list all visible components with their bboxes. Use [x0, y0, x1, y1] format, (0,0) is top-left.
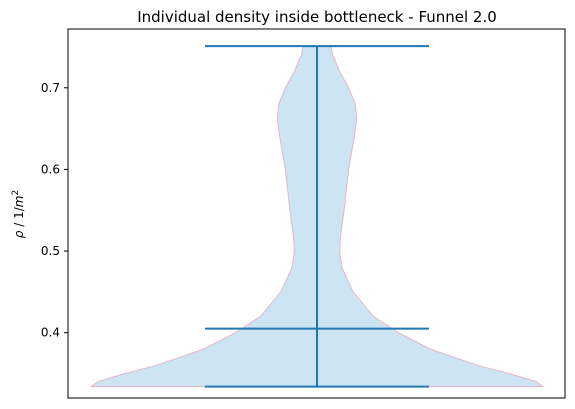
plot-area: [89, 45, 545, 388]
y-axis-label-sup: 2: [11, 190, 21, 196]
y-axis-ticks: 0.4 0.5 0.6 0.7: [41, 81, 68, 340]
axes-frame: [67, 28, 566, 399]
y-axis-label: ρ / 1/m2: [11, 190, 26, 238]
y-axis-label-main: / 1/: [12, 206, 26, 230]
y-axis-label-rho: ρ: [12, 230, 26, 238]
y-tick-label: 0.4: [41, 326, 60, 340]
y-tick-label: 0.6: [41, 162, 60, 176]
y-axis-label-var: m: [12, 196, 26, 208]
chart-title: Individual density inside bottleneck - F…: [137, 8, 497, 26]
y-tick-label: 0.5: [41, 244, 60, 258]
y-tick-label: 0.7: [41, 81, 60, 95]
